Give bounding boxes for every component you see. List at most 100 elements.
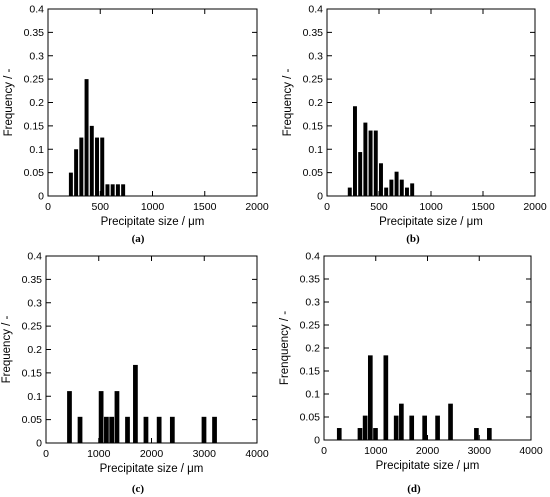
bar: [105, 184, 110, 196]
y-tick-label: 0.2: [27, 344, 42, 356]
chart-panel-2: 0 0.05 0.1 0.15 0.2 0.25 0.3 0.35 0.4 0 500 1000 150…: [282, 4, 547, 246]
bar: [347, 187, 352, 196]
y-axis-label: Frequency / -: [1, 315, 13, 383]
x-axis-label: Precipitate size / μm: [100, 463, 204, 475]
y-tick-label: 0: [317, 191, 323, 203]
y-tick-label: 0.35: [24, 27, 45, 39]
bar: [373, 428, 378, 440]
plot-frame: [323, 255, 532, 441]
bar: [143, 416, 149, 443]
y-tick-label: 0.25: [300, 320, 321, 332]
panel-label: (d): [407, 483, 421, 495]
x-tick-label: 1000: [364, 445, 388, 457]
y-tick-label: 0.15: [303, 120, 324, 132]
bar: [201, 416, 207, 443]
bar: [379, 163, 383, 196]
bar: [384, 187, 389, 196]
y-tick-label: 0.35: [300, 274, 321, 286]
y-tick-label: 0.1: [305, 389, 320, 401]
y-tick-label: 0.15: [24, 120, 45, 132]
bar: [357, 428, 363, 440]
x-axis-label: Precipitate size / μm: [379, 216, 483, 228]
x-tick-label: 3000: [468, 445, 492, 457]
panel-label: (b): [406, 233, 420, 245]
x-tick-label: 1000: [87, 448, 111, 460]
bar: [67, 391, 72, 443]
bar: [394, 171, 399, 196]
x-tick-label: 0: [43, 448, 49, 460]
bar: [104, 416, 109, 443]
y-tick-label: 0.35: [22, 274, 43, 286]
bar: [383, 355, 389, 440]
y-tick-label: 0.2: [308, 97, 323, 109]
bar: [109, 416, 115, 443]
y-tick-label: 0: [314, 435, 320, 447]
y-tick-label: 0.3: [29, 50, 44, 62]
x-tick-label: 0: [45, 201, 51, 213]
y-tick-label: 0: [38, 191, 44, 203]
bar: [100, 137, 105, 196]
bar: [114, 391, 120, 443]
chart-panel-1: 0 0.05 0.1 0.15 0.2 0.25 0.3 0.35 0.4 0 500 1000 150…: [3, 4, 269, 246]
x-tick-label: 1500: [193, 201, 217, 213]
bar: [367, 355, 373, 440]
x-axis-label: Precipitate size / μm: [101, 216, 205, 228]
bar: [363, 122, 368, 196]
bar: [448, 403, 453, 440]
bar: [133, 364, 138, 443]
bar: [169, 416, 175, 443]
x-tick-label: 2000: [245, 201, 269, 213]
y-tick-label: 0.1: [27, 391, 42, 403]
bar: [110, 184, 115, 196]
x-tick-label: 2000: [140, 448, 164, 460]
bar: [399, 403, 404, 440]
y-tick-label: 0.05: [24, 167, 45, 179]
bar: [474, 428, 479, 440]
bar: [121, 184, 126, 196]
bar: [353, 106, 357, 196]
bar: [362, 415, 368, 440]
bar: [212, 416, 217, 443]
bar: [156, 416, 162, 443]
x-tick-label: 500: [370, 201, 388, 213]
bar: [68, 172, 73, 196]
x-tick-label: 2000: [523, 201, 547, 213]
y-tick-label: 0.15: [300, 366, 321, 378]
y-axis-label: Frenquency / -: [279, 311, 291, 385]
plot-frame: [45, 255, 258, 444]
bar: [435, 415, 440, 440]
bar: [409, 415, 415, 440]
y-tick-label: 0.2: [29, 97, 44, 109]
y-tick-label: 0.4: [29, 4, 44, 16]
x-tick-label: 0: [321, 445, 327, 457]
bar: [336, 428, 342, 440]
bar: [368, 130, 373, 196]
y-tick-label: 0.4: [305, 251, 320, 263]
chart-panel-3: 0 0.05 0.1 0.15 0.2 0.25 0.3 0.35 0.4 0 1000 2000 30…: [1, 251, 269, 496]
y-tick-label: 0.05: [303, 167, 324, 179]
x-tick-label: 3000: [193, 448, 217, 460]
bar: [98, 391, 104, 443]
bar: [84, 79, 89, 196]
bar: [125, 416, 130, 443]
x-tick-label: 0: [324, 201, 330, 213]
bar: [79, 137, 84, 196]
y-tick-label: 0.1: [29, 144, 44, 156]
bar: [389, 179, 394, 196]
y-axis-label: Frequency / -: [3, 68, 15, 136]
bar: [422, 415, 427, 440]
bar: [89, 125, 94, 196]
bar: [95, 137, 99, 196]
x-axis-label: Precipitate size / μm: [376, 460, 480, 472]
x-tick-label: 1000: [419, 201, 443, 213]
y-tick-label: 0.25: [22, 321, 43, 333]
panel-label: (c): [132, 483, 145, 495]
bar: [358, 152, 363, 196]
bar: [115, 184, 120, 196]
y-tick-label: 0.05: [22, 414, 43, 426]
y-tick-label: 0.05: [300, 412, 321, 424]
y-tick-label: 0.25: [303, 74, 324, 86]
panel-label: (a): [132, 233, 145, 245]
